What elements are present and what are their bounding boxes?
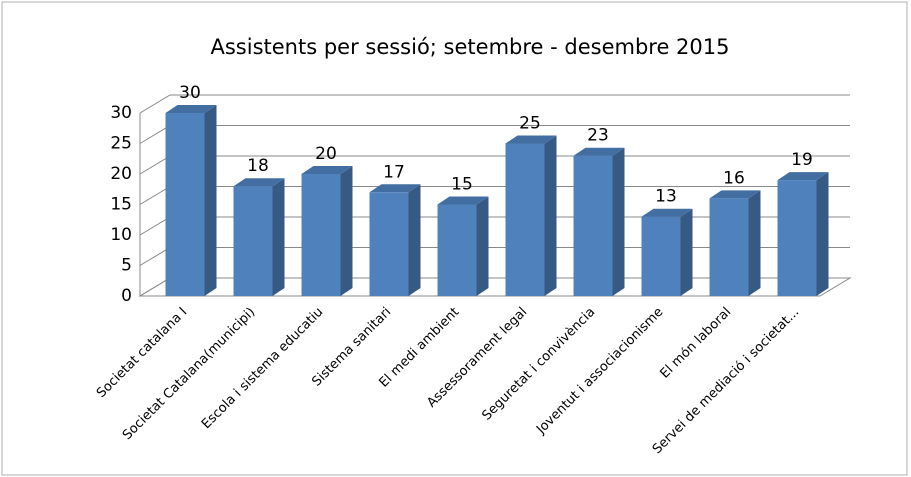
bar-side	[272, 178, 285, 296]
y-tick-label: 25	[110, 134, 132, 154]
bar-top	[777, 172, 829, 181]
bar-top	[709, 190, 761, 199]
bar-side	[408, 184, 421, 296]
bar-top	[641, 208, 693, 217]
bar	[165, 113, 205, 296]
bar-side	[680, 208, 693, 296]
bar-side	[340, 166, 353, 296]
bar-top	[301, 166, 353, 174]
bar	[437, 204, 477, 296]
bar-side	[748, 190, 761, 296]
y-tick-label: 30	[110, 103, 132, 123]
data-label: 17	[383, 162, 405, 182]
bar-top	[505, 135, 557, 144]
bar-side	[816, 172, 829, 296]
bar-side	[476, 196, 489, 296]
bar	[505, 143, 545, 296]
y-tick-label: 5	[121, 256, 132, 276]
data-label: 20	[315, 144, 337, 164]
bar	[233, 186, 273, 296]
bar-top	[573, 147, 625, 156]
bar	[777, 180, 817, 296]
grid-line	[139, 94, 850, 114]
data-label: 13	[655, 187, 677, 207]
data-label: 15	[451, 175, 473, 195]
data-label: 30	[179, 83, 201, 103]
bar-top	[233, 178, 285, 187]
data-label: 23	[587, 126, 609, 146]
bar	[709, 198, 749, 296]
bar	[573, 155, 613, 296]
bar-top	[437, 196, 489, 205]
bar-side	[204, 105, 217, 296]
data-label: 16	[723, 168, 745, 188]
y-tick-label: 0	[121, 286, 132, 306]
data-label: 19	[791, 150, 813, 170]
data-label: 18	[247, 156, 269, 176]
bar-top	[369, 184, 421, 193]
chart-title: Assistents per sessió; setembre - desemb…	[210, 35, 729, 59]
y-tick-label: 15	[110, 195, 132, 215]
bar-top	[165, 105, 217, 113]
bar-side	[612, 147, 625, 296]
data-label: 25	[519, 114, 541, 134]
bar	[641, 216, 681, 296]
bar	[369, 192, 409, 296]
y-tick-label: 20	[110, 164, 132, 184]
bar-side	[544, 135, 557, 296]
y-tick-label: 10	[110, 225, 132, 245]
bar	[301, 174, 341, 296]
